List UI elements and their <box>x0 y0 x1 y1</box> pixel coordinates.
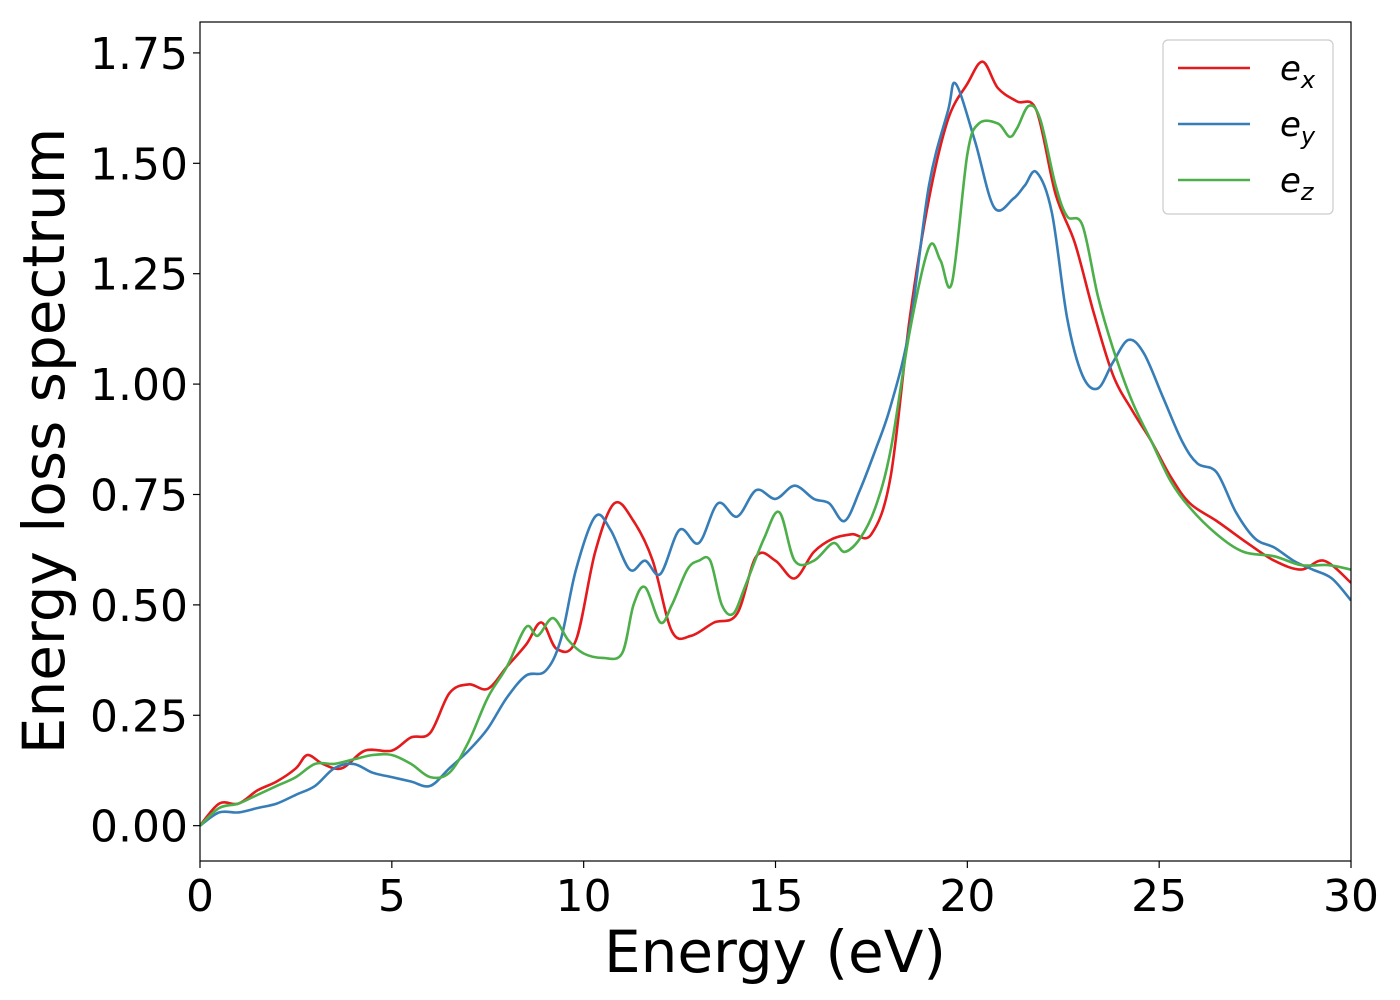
legend-label-z: ez <box>1280 161 1315 206</box>
y-tick-label: 1.00 <box>90 360 188 411</box>
x-tick-label: 30 <box>1323 871 1379 922</box>
x-tick-label: 10 <box>556 871 612 922</box>
legend-label-base: e <box>1280 49 1301 89</box>
y-tick-label: 1.75 <box>90 29 188 80</box>
legend-label-base: e <box>1280 105 1301 145</box>
x-tick-label: 25 <box>1131 871 1187 922</box>
legend-label-subscript: x <box>1300 66 1316 94</box>
x-tick-label: 0 <box>186 871 214 922</box>
y-axis: 0.00 0.25 0.50 0.75 1.00 1.25 1.50 1.75 <box>90 29 200 853</box>
x-tick-label: 15 <box>748 871 804 922</box>
legend-label-base: e <box>1280 161 1301 201</box>
series-line-y <box>200 81 1351 827</box>
x-tick-label: 5 <box>378 871 406 922</box>
x-tick-label: 20 <box>939 871 995 922</box>
legend-label-x: ex <box>1280 49 1316 94</box>
y-tick-label: 1.25 <box>90 250 188 301</box>
series-line-x <box>200 60 1351 827</box>
legend-frame <box>1162 39 1334 215</box>
y-tick-label: 1.50 <box>90 139 188 190</box>
y-tick-label: 0.00 <box>90 802 188 853</box>
legend-label-subscript: y <box>1300 122 1316 150</box>
y-axis-label: Energy loss spectrum <box>10 128 78 754</box>
y-tick-label: 0.50 <box>90 581 188 632</box>
x-axis-label: Energy (eV) <box>604 918 946 986</box>
legend-label-y: ey <box>1280 105 1316 150</box>
x-axis: 0 5 10 15 20 25 30 <box>186 861 1379 922</box>
y-tick-label: 0.25 <box>90 691 188 742</box>
series-layer <box>200 60 1351 827</box>
series-line-z <box>200 104 1351 827</box>
legend-label-subscript: z <box>1300 178 1315 206</box>
y-tick-label: 0.75 <box>90 470 188 521</box>
